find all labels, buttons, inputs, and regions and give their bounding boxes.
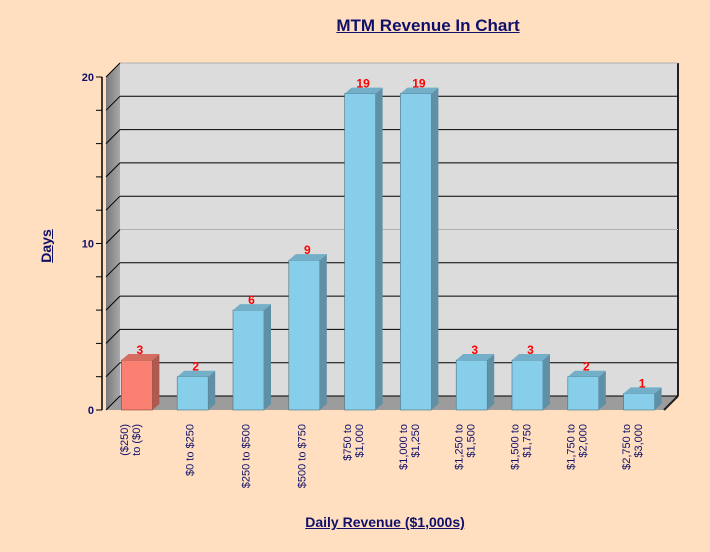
x-tick-line: $1,000 bbox=[354, 424, 366, 458]
gridline-side bbox=[105, 62, 121, 78]
bar-top bbox=[344, 87, 383, 94]
bar-front bbox=[344, 93, 376, 411]
bar-7 bbox=[511, 354, 550, 411]
data-label: 3 bbox=[471, 343, 478, 357]
bar-side bbox=[543, 354, 550, 410]
bar-top bbox=[233, 304, 271, 311]
bar-3 bbox=[288, 254, 327, 411]
bar-1 bbox=[176, 370, 216, 411]
data-label: 19 bbox=[356, 77, 370, 91]
data-label: 2 bbox=[583, 360, 590, 374]
data-label: 3 bbox=[137, 343, 144, 357]
bar-top bbox=[623, 387, 662, 394]
bar-top bbox=[121, 354, 160, 361]
x-tick-line: $750 to bbox=[342, 424, 354, 461]
x-tick-line: to ($0) bbox=[131, 424, 143, 456]
bar-top bbox=[567, 370, 606, 377]
plot-walls bbox=[106, 63, 679, 411]
y-tick-label: 20 bbox=[82, 72, 94, 84]
y-tick-label: 10 bbox=[82, 239, 94, 251]
gridline-side bbox=[105, 262, 121, 278]
floor-right-edge bbox=[663, 395, 679, 411]
x-tick-line: $3,000 bbox=[633, 424, 645, 458]
x-tick-label: $1,750 to$2,000 bbox=[565, 424, 589, 470]
x-tick-line: $1,000 to bbox=[398, 424, 410, 470]
gridline-side bbox=[105, 129, 121, 144]
x-tick-line: $500 to $750 bbox=[296, 424, 308, 488]
x-tick-line: $0 to $250 bbox=[185, 424, 197, 476]
gridline-side bbox=[105, 329, 121, 344]
bar-front bbox=[176, 376, 209, 411]
bar-side bbox=[319, 254, 327, 410]
gridline-side bbox=[105, 295, 121, 311]
bar-front bbox=[623, 393, 655, 411]
data-label: 19 bbox=[412, 77, 426, 91]
x-tick-line: $1,750 to bbox=[565, 424, 577, 470]
bar-side bbox=[654, 387, 662, 410]
gridline-side bbox=[105, 162, 121, 178]
bar-front bbox=[567, 376, 600, 411]
bar-top bbox=[288, 254, 327, 261]
bar-6 bbox=[455, 354, 495, 411]
axes-group: ($250)to ($0) $0 to $250 $250 to $500 $500 … bbox=[82, 72, 645, 488]
x-tick-label: ($250)to ($0) bbox=[119, 424, 143, 456]
bar-front bbox=[511, 359, 544, 411]
x-tick-line: $2,000 bbox=[577, 424, 589, 458]
gridline-side bbox=[105, 362, 121, 378]
data-label: 3 bbox=[527, 343, 534, 357]
gridline-side bbox=[105, 195, 121, 211]
x-tick-line: $1,750 bbox=[522, 424, 534, 458]
x-tick-label: $1,500 to$1,750 bbox=[510, 424, 534, 470]
chart-title: MTM Revenue In Chart bbox=[336, 16, 520, 35]
data-label: 9 bbox=[304, 243, 311, 257]
bar-0 bbox=[121, 354, 160, 411]
x-tick-label: $0 to $250 bbox=[185, 424, 197, 476]
bar-front bbox=[232, 309, 265, 411]
bar-9 bbox=[623, 387, 662, 411]
x-tick-label: $500 to $750 bbox=[296, 424, 308, 488]
x-tick-line: $1,250 bbox=[410, 424, 422, 458]
bar-side bbox=[598, 370, 606, 410]
bar-top bbox=[177, 370, 216, 377]
bar-front bbox=[121, 359, 153, 411]
bar-front bbox=[455, 359, 488, 411]
x-tick-line: ($250) bbox=[119, 424, 131, 456]
y-tick-label: 0 bbox=[88, 405, 94, 417]
x-tick-line: $1,500 to bbox=[510, 424, 522, 470]
bar-side bbox=[264, 304, 271, 410]
bar-top bbox=[512, 354, 550, 361]
bar-front bbox=[400, 93, 432, 411]
bar-side bbox=[487, 354, 495, 410]
gridline-side bbox=[105, 95, 121, 111]
bar-side bbox=[431, 87, 439, 411]
x-tick-line: $2,750 to bbox=[621, 424, 633, 470]
data-label: 2 bbox=[192, 360, 199, 374]
x-tick-label: $1,000 to$1,250 bbox=[398, 424, 422, 470]
gridline-side bbox=[105, 229, 121, 244]
data-label: 1 bbox=[639, 376, 646, 390]
bars-group: 3 2 6 9 19 19 3 3 2 1 bbox=[121, 77, 662, 411]
x-tick-label: $2,750 to$3,000 bbox=[621, 424, 645, 470]
x-tick-label: $750 to$1,000 bbox=[342, 424, 366, 461]
bar-4 bbox=[344, 87, 383, 411]
bar-8 bbox=[567, 370, 606, 411]
x-tick-line: $1,250 to bbox=[454, 424, 466, 470]
x-tick-label: $1,250 to$1,500 bbox=[454, 424, 478, 470]
gridline-side bbox=[105, 395, 121, 411]
bar-side bbox=[208, 370, 216, 410]
x-tick-line: $250 to $500 bbox=[241, 424, 253, 488]
data-label: 6 bbox=[248, 293, 255, 307]
bar-top bbox=[400, 87, 439, 94]
bar-top bbox=[456, 354, 495, 361]
bar-side bbox=[375, 87, 383, 411]
x-axis-label: Daily Revenue ($1,000s) bbox=[305, 514, 465, 530]
bar-front bbox=[288, 259, 321, 411]
x-tick-label: $250 to $500 bbox=[241, 424, 253, 488]
bar-5 bbox=[400, 87, 439, 411]
x-tick-line: $1,500 bbox=[466, 424, 478, 458]
bar-2 bbox=[232, 304, 271, 411]
bar-side bbox=[152, 354, 160, 410]
